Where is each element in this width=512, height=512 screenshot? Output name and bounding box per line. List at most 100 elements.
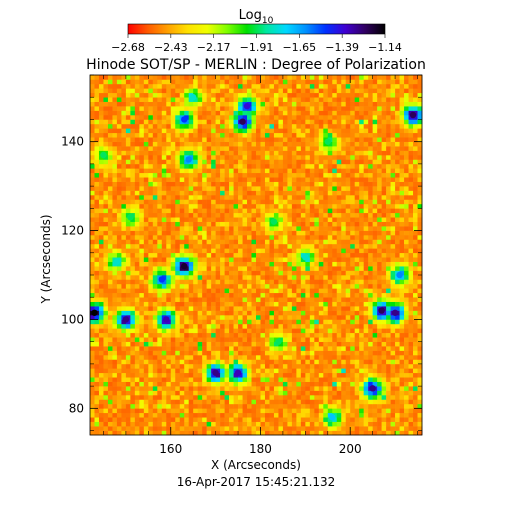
heatmap-cell: [161, 150, 167, 156]
heatmap-cell: [282, 235, 288, 240]
heatmap-cell: [368, 203, 373, 209]
heatmap-cell: [175, 226, 181, 231]
heatmap-cell: [341, 297, 347, 302]
heatmap-cell: [90, 297, 95, 302]
heatmap-cell: [148, 261, 154, 267]
heatmap-cell: [260, 310, 266, 316]
heatmap-cell: [161, 208, 167, 214]
heatmap-cell: [377, 412, 382, 418]
heatmap-cell: [139, 186, 145, 191]
heatmap-cell: [300, 226, 306, 231]
heatmap-cell: [260, 399, 266, 405]
heatmap-cell: [332, 155, 338, 160]
heatmap-cell: [170, 381, 176, 387]
heatmap-cell: [260, 350, 266, 356]
heatmap-cell: [247, 390, 252, 396]
heatmap-cell: [332, 368, 338, 374]
heatmap-cell: [107, 235, 113, 240]
heatmap-cell: [377, 257, 382, 262]
heatmap-cell: [291, 306, 297, 311]
heatmap-cell: [296, 301, 302, 307]
heatmap-cell: [291, 275, 297, 280]
heatmap-cell: [139, 203, 145, 209]
heatmap-cell: [417, 226, 423, 231]
heatmap-cell: [305, 323, 311, 329]
heatmap-cell: [107, 217, 113, 222]
heatmap-cell: [197, 341, 203, 347]
heatmap-cell: [264, 399, 270, 405]
heatmap-cell: [148, 337, 154, 342]
heatmap-cell: [220, 355, 225, 360]
heatmap-cell: [242, 390, 248, 396]
heatmap-cell: [408, 186, 414, 191]
heatmap-cell: [269, 412, 275, 418]
heatmap-cell: [90, 283, 95, 289]
heatmap-cell: [318, 208, 324, 214]
heatmap-cell: [224, 310, 230, 316]
heatmap-cell: [413, 372, 418, 378]
heatmap-cell: [157, 261, 163, 267]
heatmap-cell: [220, 150, 225, 156]
heatmap-cell: [332, 235, 338, 240]
heatmap-cell: [278, 421, 284, 427]
heatmap-cell: [139, 221, 145, 227]
heatmap-cell: [251, 426, 257, 431]
heatmap-cell: [381, 426, 387, 431]
heatmap-cell: [247, 221, 252, 227]
heatmap-cell: [224, 377, 230, 382]
heatmap-cell: [94, 332, 100, 338]
heatmap-cell: [264, 359, 270, 365]
heatmap-cell: [98, 177, 104, 182]
heatmap-cell: [166, 368, 172, 374]
heatmap-cell: [116, 332, 122, 338]
heatmap-cell: [125, 355, 131, 360]
heatmap-cell: [211, 350, 216, 356]
heatmap-cell: [220, 399, 225, 405]
heatmap-cell: [372, 399, 378, 405]
heatmap-cell: [381, 301, 387, 307]
heatmap-cell: [278, 141, 284, 147]
heatmap-cell: [269, 190, 275, 196]
heatmap-cell: [350, 146, 356, 151]
heatmap-cell: [247, 430, 252, 436]
heatmap-cell: [323, 372, 329, 378]
heatmap-cell: [282, 363, 288, 369]
heatmap-cell: [417, 208, 423, 214]
heatmap-cell: [314, 159, 320, 165]
heatmap-cell: [323, 310, 329, 316]
heatmap-cell: [143, 395, 149, 400]
heatmap-cell: [399, 417, 405, 422]
heatmap-cell: [98, 203, 104, 209]
heatmap-cell: [413, 292, 418, 298]
heatmap-cell: [170, 323, 176, 329]
heatmap-cell: [273, 137, 279, 142]
heatmap-cell: [345, 377, 351, 382]
heatmap-cell: [193, 372, 198, 378]
heatmap-cell: [318, 190, 324, 196]
heatmap-cell: [197, 315, 203, 320]
heatmap-cell: [188, 146, 194, 151]
heatmap-cell: [134, 426, 140, 431]
heatmap-cell: [229, 199, 234, 205]
heatmap-cell: [193, 270, 198, 276]
heatmap-cell: [363, 292, 369, 298]
heatmap-cell: [300, 337, 306, 342]
heatmap-cell: [305, 430, 311, 436]
heatmap-cell: [287, 350, 293, 356]
heatmap-cell: [139, 172, 145, 178]
heatmap-cell: [341, 172, 347, 178]
heatmap-cell: [381, 399, 387, 405]
heatmap-cell: [139, 390, 145, 396]
heatmap-cell: [125, 248, 131, 254]
heatmap-cell: [291, 203, 297, 209]
heatmap-cell: [188, 363, 194, 369]
heatmap-cell: [336, 412, 342, 418]
heatmap-cell: [399, 186, 405, 191]
heatmap-cell: [309, 368, 315, 374]
heatmap-cell: [323, 363, 329, 369]
heatmap-cell: [417, 377, 423, 382]
heatmap-cell: [417, 203, 423, 209]
heatmap-cell: [273, 377, 279, 382]
heatmap-cell: [345, 372, 351, 378]
heatmap-cell: [175, 363, 181, 369]
